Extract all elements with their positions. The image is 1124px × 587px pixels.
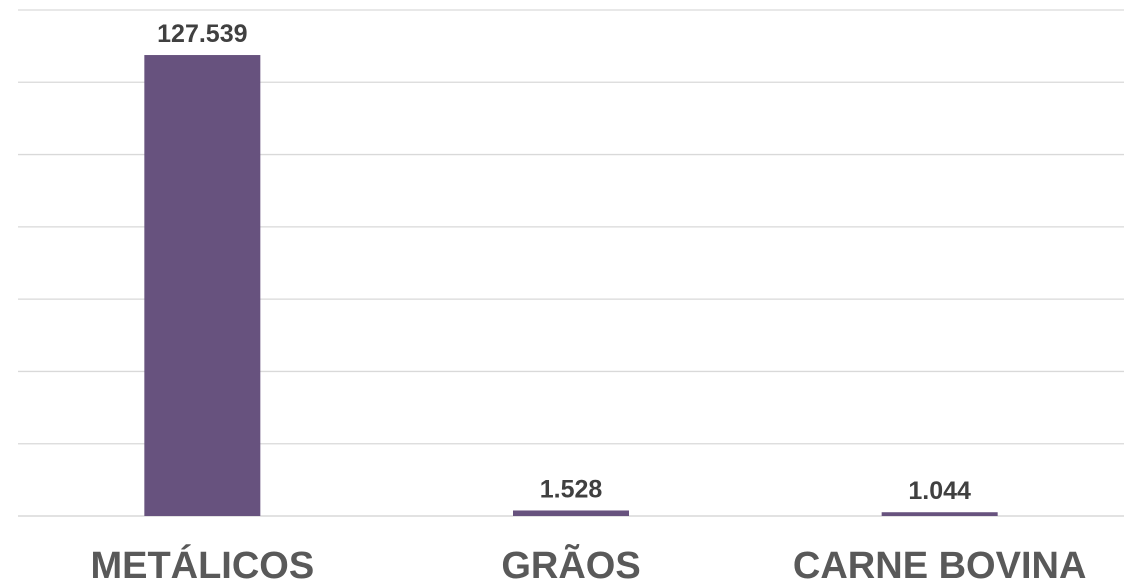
bar-0 [144,55,261,517]
data-labels: 127.539 1.528 1.044 [157,20,971,505]
bar-1 [513,510,629,516]
data-label-2: 1.044 [908,477,971,505]
category-labels: METÁLICOS GRÃOS CARNE BOVINA [90,543,1086,587]
category-label-2: CARNE BOVINA [793,545,1086,587]
bars [144,55,998,517]
category-label-0: METÁLICOS [90,543,314,587]
category-label-1: GRÃOS [501,543,640,587]
data-label-0: 127.539 [157,20,247,48]
bar-2 [881,512,998,516]
data-label-1: 1.528 [540,475,603,503]
